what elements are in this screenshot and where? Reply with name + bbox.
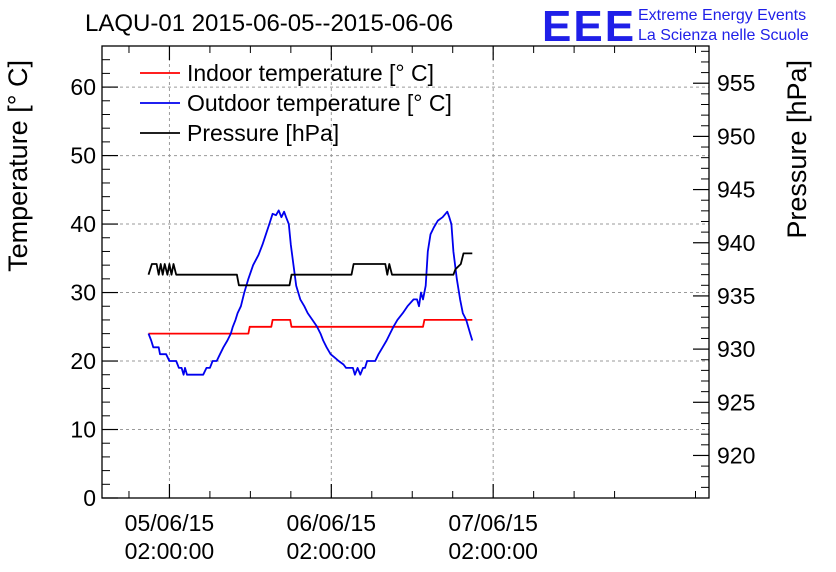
pressure-line (147, 252, 473, 287)
y-left-tick-label: 40 (70, 211, 96, 237)
outdoor-temperature-line (147, 209, 474, 376)
legend-label-pressure: Pressure [hPa] (187, 120, 339, 146)
y-right-tick-label: 950 (717, 123, 755, 149)
eee-logo: EEE (542, 2, 636, 51)
chart-title: LAQU-01 2015-06-05--2015-06-06 (85, 10, 453, 37)
y-right-tick-label: 955 (717, 70, 755, 96)
axis-ticks (102, 45, 709, 499)
tick-labels: 05/06/1502:00:0006/06/1502:00:0007/06/15… (70, 70, 755, 564)
series-group (147, 209, 474, 376)
x-tick-label-date: 07/06/15 (448, 510, 538, 536)
legend: Indoor temperature [° C] Outdoor tempera… (140, 60, 452, 146)
y-axis-label-left: Temperature [° C] (3, 60, 33, 272)
indoor-temperature-line (148, 318, 473, 335)
x-tick-label-time: 02:00:00 (287, 538, 377, 564)
y-left-tick-label: 60 (70, 74, 96, 100)
y-left-tick-label: 20 (70, 348, 96, 374)
y-left-tick-label: 30 (70, 280, 96, 306)
plot-frame (101, 45, 710, 499)
brand-line-2: La Scienza nelle Scuole (638, 27, 809, 44)
y-left-tick-label: 0 (83, 485, 96, 511)
x-tick-label-date: 06/06/15 (287, 510, 377, 536)
x-tick-label-date: 05/06/15 (125, 510, 215, 536)
y-left-tick-label: 50 (70, 143, 96, 169)
legend-label-outdoor: Outdoor temperature [° C] (187, 90, 452, 116)
brand-line-1: Extreme Energy Events (638, 7, 806, 24)
y-right-tick-label: 930 (717, 336, 755, 362)
legend-label-indoor: Indoor temperature [° C] (187, 60, 434, 86)
y-right-tick-label: 945 (717, 177, 755, 203)
x-tick-label-time: 02:00:00 (125, 538, 215, 564)
x-tick-label-time: 02:00:00 (448, 538, 538, 564)
y-right-tick-label: 940 (717, 230, 755, 256)
y-right-tick-label: 925 (717, 389, 755, 415)
y-left-tick-label: 10 (70, 417, 96, 443)
y-axis-label-right: Pressure [hPa] (782, 60, 812, 239)
y-right-tick-label: 935 (717, 283, 755, 309)
y-right-tick-label: 920 (717, 442, 755, 468)
